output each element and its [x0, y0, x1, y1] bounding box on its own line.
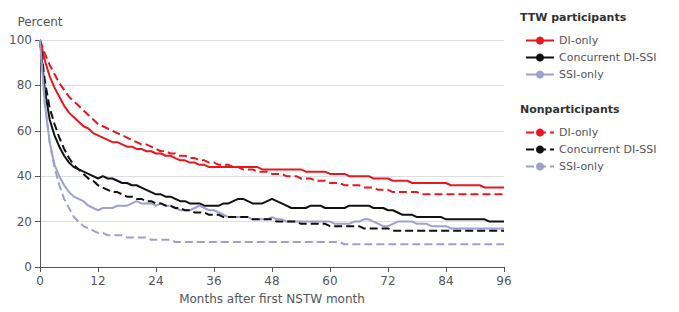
- svg-text:36: 36: [206, 274, 221, 288]
- svg-text:0: 0: [36, 274, 44, 288]
- svg-text:80: 80: [17, 78, 32, 92]
- svg-text:84: 84: [438, 274, 453, 288]
- svg-text:40: 40: [17, 169, 32, 183]
- svg-text:0: 0: [24, 260, 32, 274]
- svg-text:20: 20: [17, 215, 32, 229]
- svg-text:Concurrent DI-SSI: Concurrent DI-SSI: [559, 51, 656, 64]
- svg-text:SSI-only: SSI-only: [559, 160, 607, 173]
- svg-text:24: 24: [148, 274, 163, 288]
- svg-text:60: 60: [17, 124, 32, 138]
- svg-text:DI-only: DI-only: [559, 34, 599, 47]
- svg-text:DI-only: DI-only: [559, 126, 602, 139]
- svg-text:96: 96: [496, 274, 511, 288]
- svg-text:72: 72: [380, 274, 395, 288]
- svg-text:Nonparticipants: Nonparticipants: [520, 103, 620, 116]
- svg-text:100: 100: [9, 33, 32, 47]
- svg-text:Concurrent DI-SSI: Concurrent DI-SSI: [559, 143, 660, 156]
- svg-text:TTW participants: TTW participants: [520, 11, 627, 24]
- svg-text:SSI-only: SSI-only: [559, 68, 604, 81]
- svg-text:60: 60: [322, 274, 337, 288]
- svg-text:Percent: Percent: [17, 15, 62, 29]
- svg-text:12: 12: [90, 274, 105, 288]
- svg-text:Months after first NSTW month: Months after first NSTW month: [179, 292, 365, 306]
- svg-text:48: 48: [264, 274, 279, 288]
